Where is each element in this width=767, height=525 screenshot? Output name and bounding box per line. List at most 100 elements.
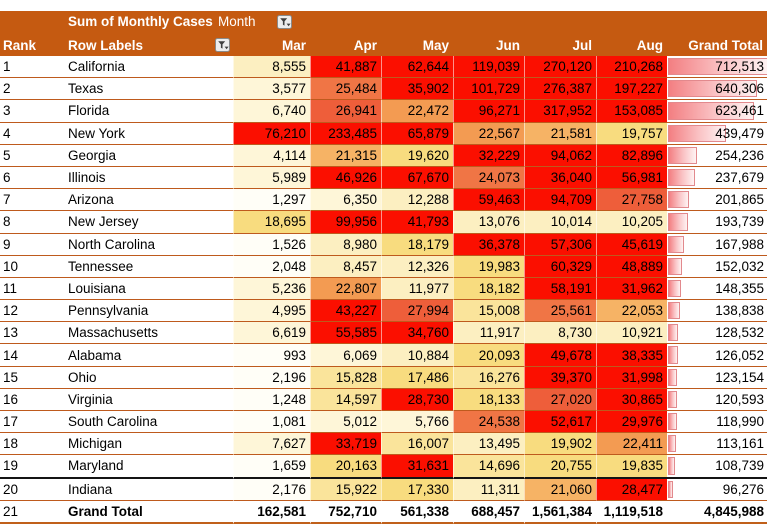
table-body: 1 California 8,555 41,887 62,644 119,039…	[0, 56, 767, 524]
table-row: 10 Tennessee 2,048 8,457 12,326 19,983 6…	[0, 255, 767, 278]
grand-total-cell: 712,513	[667, 56, 767, 79]
month-value-cell: 1,659	[233, 455, 310, 479]
month-header-apr: Apr	[310, 34, 381, 56]
rank-cell: 4	[0, 122, 62, 145]
month-value-cell: 7,627	[233, 433, 310, 456]
month-value-cell: 31,962	[596, 277, 667, 301]
month-header-mar: Mar	[233, 34, 310, 56]
state-cell: Michigan	[62, 433, 233, 456]
month-value-cell: 10,014	[524, 211, 596, 234]
rank-cell: 21	[0, 500, 62, 524]
rank-cell: 12	[0, 300, 62, 323]
rank-cell: 3	[0, 100, 62, 123]
data-bar	[668, 279, 681, 298]
grand-total-cell: 96,276	[667, 478, 767, 501]
month-value-cell: 19,620	[381, 144, 453, 167]
data-bar	[668, 346, 678, 364]
month-value-cell: 15,828	[310, 366, 381, 389]
state-cell: Illinois	[62, 166, 233, 190]
month-value-cell: 62,644	[381, 56, 453, 79]
grand-total-cell: 108,739	[667, 455, 767, 479]
month-value-cell: 3,577	[233, 78, 310, 101]
grand-total-row: 21 Grand Total 162,581 752,710 561,338 6…	[0, 500, 767, 524]
grand-total-header: Grand Total	[667, 34, 767, 56]
grand-total-value: 120,593	[715, 391, 764, 407]
month-value-cell: 49,678	[524, 344, 596, 367]
month-value-cell: 60,329	[524, 255, 596, 278]
rank-cell: 2	[0, 78, 62, 101]
data-bar	[668, 213, 688, 231]
month-value-cell: 21,581	[524, 122, 596, 145]
month-value-cell: 46,926	[310, 166, 381, 190]
month-value-cell: 32,229	[453, 144, 524, 167]
month-value-cell: 20,163	[310, 455, 381, 479]
pivot-title: Sum of Monthly Cases	[68, 14, 213, 29]
data-bar	[668, 257, 682, 275]
table-row: 12 Pennsylvania 4,995 43,227 27,994 15,0…	[0, 300, 767, 323]
month-field-label: Month	[218, 14, 256, 29]
month-value-cell: 33,719	[310, 433, 381, 456]
table-row: 9 North Carolina 1,526 8,980 18,179 36,3…	[0, 233, 767, 256]
grand-total-cell: 118,990	[667, 411, 767, 434]
grand-total-cell: 623,461	[667, 100, 767, 123]
grand-total-cell: 237,679	[667, 166, 767, 190]
month-value-cell: 8,457	[310, 255, 381, 278]
month-value-cell: 36,040	[524, 166, 596, 190]
state-cell: Ohio	[62, 366, 233, 389]
month-value-cell: 99,956	[310, 211, 381, 234]
row-labels-header: Row Labels	[62, 34, 233, 56]
month-value-cell: 56,981	[596, 166, 667, 190]
table-row: 1 California 8,555 41,887 62,644 119,039…	[0, 56, 767, 79]
month-value-cell: 13,076	[453, 211, 524, 234]
grand-total-cell: 113,161	[667, 433, 767, 456]
state-cell: Alabama	[62, 344, 233, 367]
state-cell: Massachusetts	[62, 322, 233, 345]
table-row: 16 Virginia 1,248 14,597 28,730 18,133 2…	[0, 388, 767, 411]
month-value-cell: 57,306	[524, 233, 596, 256]
grand-total-value: 4,845,988	[703, 503, 764, 519]
grand-total-value: 254,236	[715, 147, 764, 163]
grand-total-value: 201,865	[715, 192, 764, 208]
sheet-margin	[0, 0, 767, 11]
row-labels-filter-icon[interactable]	[215, 38, 230, 52]
data-bar	[668, 58, 767, 76]
month-value-cell: 55,585	[310, 322, 381, 345]
data-bar	[668, 368, 678, 386]
month-value-cell: 4,114	[233, 144, 310, 167]
month-value-cell: 11,977	[381, 277, 453, 301]
month-filter-icon[interactable]	[277, 15, 292, 29]
month-value-cell: 993	[233, 344, 310, 367]
month-value-cell: 25,561	[524, 300, 596, 323]
month-value-cell: 233,485	[310, 122, 381, 145]
month-value-cell: 24,073	[453, 166, 524, 190]
month-value-cell: 153,085	[596, 100, 667, 123]
pivot-header-row: Sum of Monthly Cases Month	[0, 11, 767, 34]
month-value-cell: 67,670	[381, 166, 453, 190]
data-bar	[668, 168, 695, 187]
month-value-cell: 94,062	[524, 144, 596, 167]
grand-total-cell: 128,532	[667, 322, 767, 345]
rank-cell: 20	[0, 478, 62, 501]
month-value-cell: 43,227	[310, 300, 381, 323]
state-cell: North Carolina	[62, 233, 233, 256]
grand-total-cell: 148,355	[667, 277, 767, 301]
month-value-cell: 18,179	[381, 233, 453, 256]
month-value-cell: 12,288	[381, 189, 453, 212]
rank-cell: 1	[0, 56, 62, 79]
month-value-cell: 5,989	[233, 166, 310, 190]
month-value-cell: 18,695	[233, 211, 310, 234]
data-bar	[668, 413, 677, 431]
grand-total-cell: 126,052	[667, 344, 767, 367]
month-value-cell: 119,039	[453, 56, 524, 79]
month-value-cell: 6,740	[233, 100, 310, 123]
month-value-cell: 4,995	[233, 300, 310, 323]
grand-total-cell: 152,032	[667, 255, 767, 278]
month-value-cell: 17,330	[381, 478, 453, 501]
month-value-cell: 58,191	[524, 277, 596, 301]
rank-cell: 7	[0, 189, 62, 212]
rank-column-header: Rank	[0, 34, 62, 56]
month-value-cell: 31,998	[596, 366, 667, 389]
month-value-cell: 41,793	[381, 211, 453, 234]
table-row: 15 Ohio 2,196 15,828 17,486 16,276 39,37…	[0, 366, 767, 389]
rank-cell: 15	[0, 366, 62, 389]
